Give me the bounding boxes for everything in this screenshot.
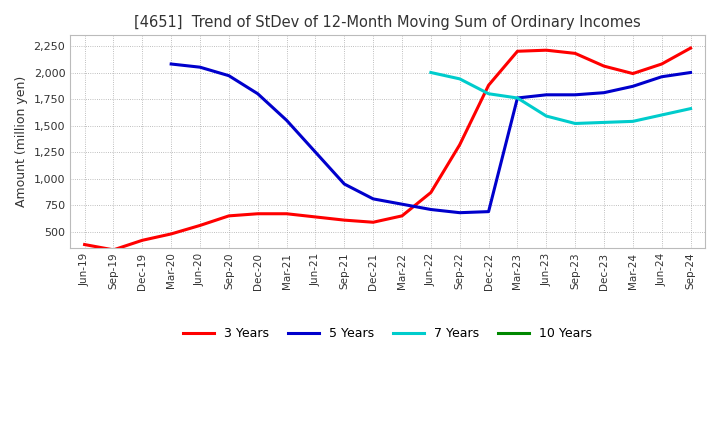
3 Years <box>686 45 695 51</box>
3 Years <box>426 190 435 195</box>
3 Years <box>340 217 348 223</box>
3 Years <box>657 61 666 66</box>
5 Years <box>686 70 695 75</box>
7 Years <box>629 119 637 124</box>
7 Years <box>600 120 608 125</box>
3 Years <box>571 51 580 56</box>
3 Years <box>542 48 551 53</box>
5 Years <box>426 207 435 212</box>
7 Years <box>686 106 695 111</box>
7 Years <box>456 76 464 81</box>
5 Years <box>282 117 291 123</box>
5 Years <box>369 196 377 202</box>
7 Years <box>426 70 435 75</box>
3 Years <box>369 220 377 225</box>
3 Years <box>456 142 464 147</box>
3 Years <box>138 238 147 243</box>
3 Years <box>225 213 233 219</box>
3 Years <box>513 49 522 54</box>
5 Years <box>629 84 637 89</box>
3 Years <box>629 71 637 76</box>
5 Years <box>485 209 493 214</box>
Line: 5 Years: 5 Years <box>171 64 690 213</box>
7 Years <box>571 121 580 126</box>
Line: 7 Years: 7 Years <box>431 73 690 124</box>
7 Years <box>513 95 522 101</box>
5 Years <box>311 150 320 155</box>
3 Years <box>80 242 89 247</box>
7 Years <box>485 91 493 96</box>
Line: 3 Years: 3 Years <box>84 48 690 250</box>
5 Years <box>196 65 204 70</box>
3 Years <box>311 214 320 220</box>
5 Years <box>167 61 176 66</box>
5 Years <box>456 210 464 215</box>
Title: [4651]  Trend of StDev of 12-Month Moving Sum of Ordinary Incomes: [4651] Trend of StDev of 12-Month Moving… <box>134 15 641 30</box>
5 Years <box>542 92 551 97</box>
5 Years <box>225 73 233 78</box>
7 Years <box>657 112 666 117</box>
3 Years <box>109 247 118 253</box>
5 Years <box>397 202 406 207</box>
5 Years <box>657 74 666 79</box>
3 Years <box>485 83 493 88</box>
3 Years <box>167 231 176 237</box>
5 Years <box>253 91 262 96</box>
3 Years <box>397 213 406 219</box>
5 Years <box>513 95 522 101</box>
Y-axis label: Amount (million yen): Amount (million yen) <box>15 76 28 207</box>
3 Years <box>600 63 608 69</box>
7 Years <box>542 114 551 119</box>
3 Years <box>282 211 291 216</box>
5 Years <box>340 181 348 187</box>
Legend: 3 Years, 5 Years, 7 Years, 10 Years: 3 Years, 5 Years, 7 Years, 10 Years <box>178 322 598 345</box>
3 Years <box>196 223 204 228</box>
5 Years <box>600 90 608 95</box>
5 Years <box>571 92 580 97</box>
3 Years <box>253 211 262 216</box>
